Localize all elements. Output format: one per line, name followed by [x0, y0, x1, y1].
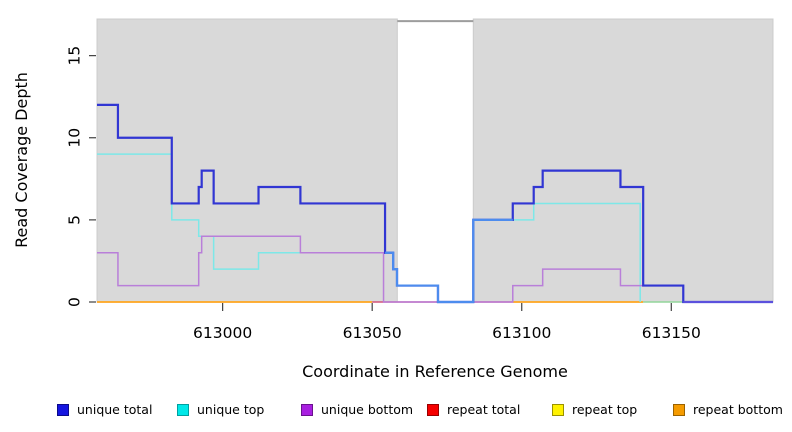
- legend-label: repeat top: [572, 402, 638, 417]
- x-tick-label: 613000: [193, 324, 252, 342]
- y-tick-label: 5: [65, 215, 83, 225]
- coverage-lines: [97, 103, 773, 304]
- legend-label: unique total: [77, 402, 153, 417]
- repeat-total-swatch-icon: [427, 404, 439, 416]
- unique-total-swatch-icon: [57, 404, 69, 416]
- legend-item-repeat-top: repeat top: [552, 402, 637, 418]
- y-tick-label: 15: [65, 46, 83, 66]
- legend-item-unique-top: unique top: [177, 402, 264, 418]
- coverage-chart: 613000 613050 613100 613150 0 5 10 15 Coordinat…: [12, 18, 774, 381]
- shaded-region: [472, 18, 774, 303]
- x-tick-label: 613050: [343, 324, 402, 342]
- y-axis-label: Read Coverage Depth: [12, 72, 31, 248]
- legend-label: repeat total: [447, 402, 521, 417]
- shaded-region: [96, 18, 398, 303]
- y-tick-label: 10: [65, 128, 83, 148]
- legend-item-repeat-total: repeat total: [427, 402, 520, 418]
- unique-bottom-swatch-icon: [301, 404, 313, 416]
- x-axis-label: Coordinate in Reference Genome: [302, 362, 568, 381]
- legend-label: unique bottom: [321, 402, 414, 417]
- x-tick-label: 613100: [492, 324, 551, 342]
- repeat-top-swatch-icon: [552, 404, 564, 416]
- axes: 613000 613050 613100 613150 0 5 10 15: [65, 46, 701, 342]
- repeat-bottom-swatch-icon: [673, 404, 685, 416]
- x-tick-label: 613150: [642, 324, 701, 342]
- shaded-regions: [96, 18, 774, 303]
- legend-item-unique-total: unique total: [57, 402, 152, 418]
- legend-item-unique-bottom: unique bottom: [301, 402, 413, 418]
- legend-label: repeat bottom: [693, 402, 783, 417]
- legend: unique total unique top unique bottom re…: [0, 402, 792, 422]
- legend-item-repeat-bottom: repeat bottom: [673, 402, 783, 418]
- y-tick-label: 0: [65, 297, 83, 307]
- unique-total-over-top-line: [385, 218, 513, 304]
- legend-label: unique top: [197, 402, 265, 417]
- unique-bottom-line: [97, 235, 773, 303]
- unique-top-swatch-icon: [177, 404, 189, 416]
